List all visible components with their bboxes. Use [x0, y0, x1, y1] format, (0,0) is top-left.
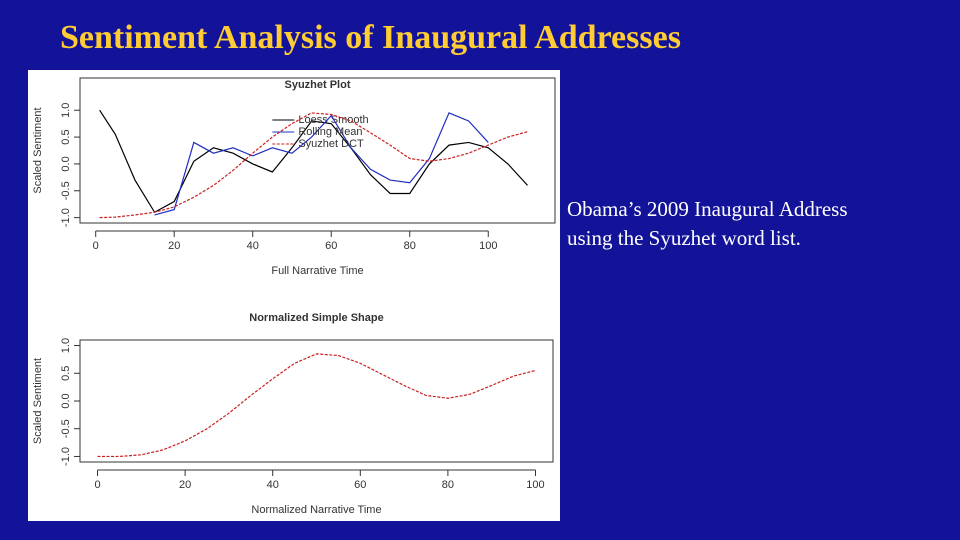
y-tick-label: 0.0	[60, 393, 72, 408]
y-axis-label: Scaled Sentiment	[32, 358, 44, 444]
y-tick-label: 0.5	[60, 129, 72, 144]
chart-title: Syuzhet Plot	[284, 79, 350, 91]
y-tick-label: -1.0	[60, 208, 72, 227]
series-line	[99, 112, 528, 219]
series-line	[99, 109, 528, 214]
y-tick-label: -0.5	[60, 181, 72, 200]
x-tick-label: 20	[168, 240, 180, 252]
y-axis-label: Scaled Sentiment	[32, 107, 44, 193]
y-tick-label: 0.0	[60, 156, 72, 171]
chart-title: Normalized Simple Shape	[249, 312, 383, 324]
x-tick-label: 60	[325, 240, 337, 252]
x-tick-label: 0	[94, 479, 100, 491]
y-tick-label: 0.5	[60, 366, 72, 381]
caption-line: Obama’s 2009 Inaugural Address	[567, 197, 848, 221]
x-tick-label: 100	[479, 240, 497, 252]
legend-label: Syuzhet DCT	[298, 138, 364, 150]
y-tick-label: -0.5	[60, 419, 72, 438]
legend-label: Rolling Mean	[298, 126, 362, 138]
x-tick-label: 100	[526, 479, 544, 491]
series-line	[154, 112, 489, 216]
series-line	[97, 353, 536, 458]
x-tick-label: 80	[404, 240, 416, 252]
chart-panel	[28, 70, 560, 521]
y-tick-label: 1.0	[60, 103, 72, 118]
x-tick-label: 0	[93, 240, 99, 252]
x-tick-label: 20	[179, 479, 191, 491]
caption-line: using the Syuzhet word list.	[567, 226, 801, 250]
slide-title: Sentiment Analysis of Inaugural Addresse…	[60, 19, 681, 56]
y-tick-label: -1.0	[60, 447, 72, 466]
plot-frame	[79, 77, 556, 224]
x-axis-label: Full Narrative Time	[271, 265, 363, 277]
x-tick-label: 40	[247, 240, 259, 252]
y-tick-label: 1.0	[60, 338, 72, 353]
x-axis-label: Normalized Narrative Time	[251, 504, 381, 516]
x-tick-label: 40	[267, 479, 279, 491]
x-tick-label: 80	[442, 479, 454, 491]
x-tick-label: 60	[354, 479, 366, 491]
